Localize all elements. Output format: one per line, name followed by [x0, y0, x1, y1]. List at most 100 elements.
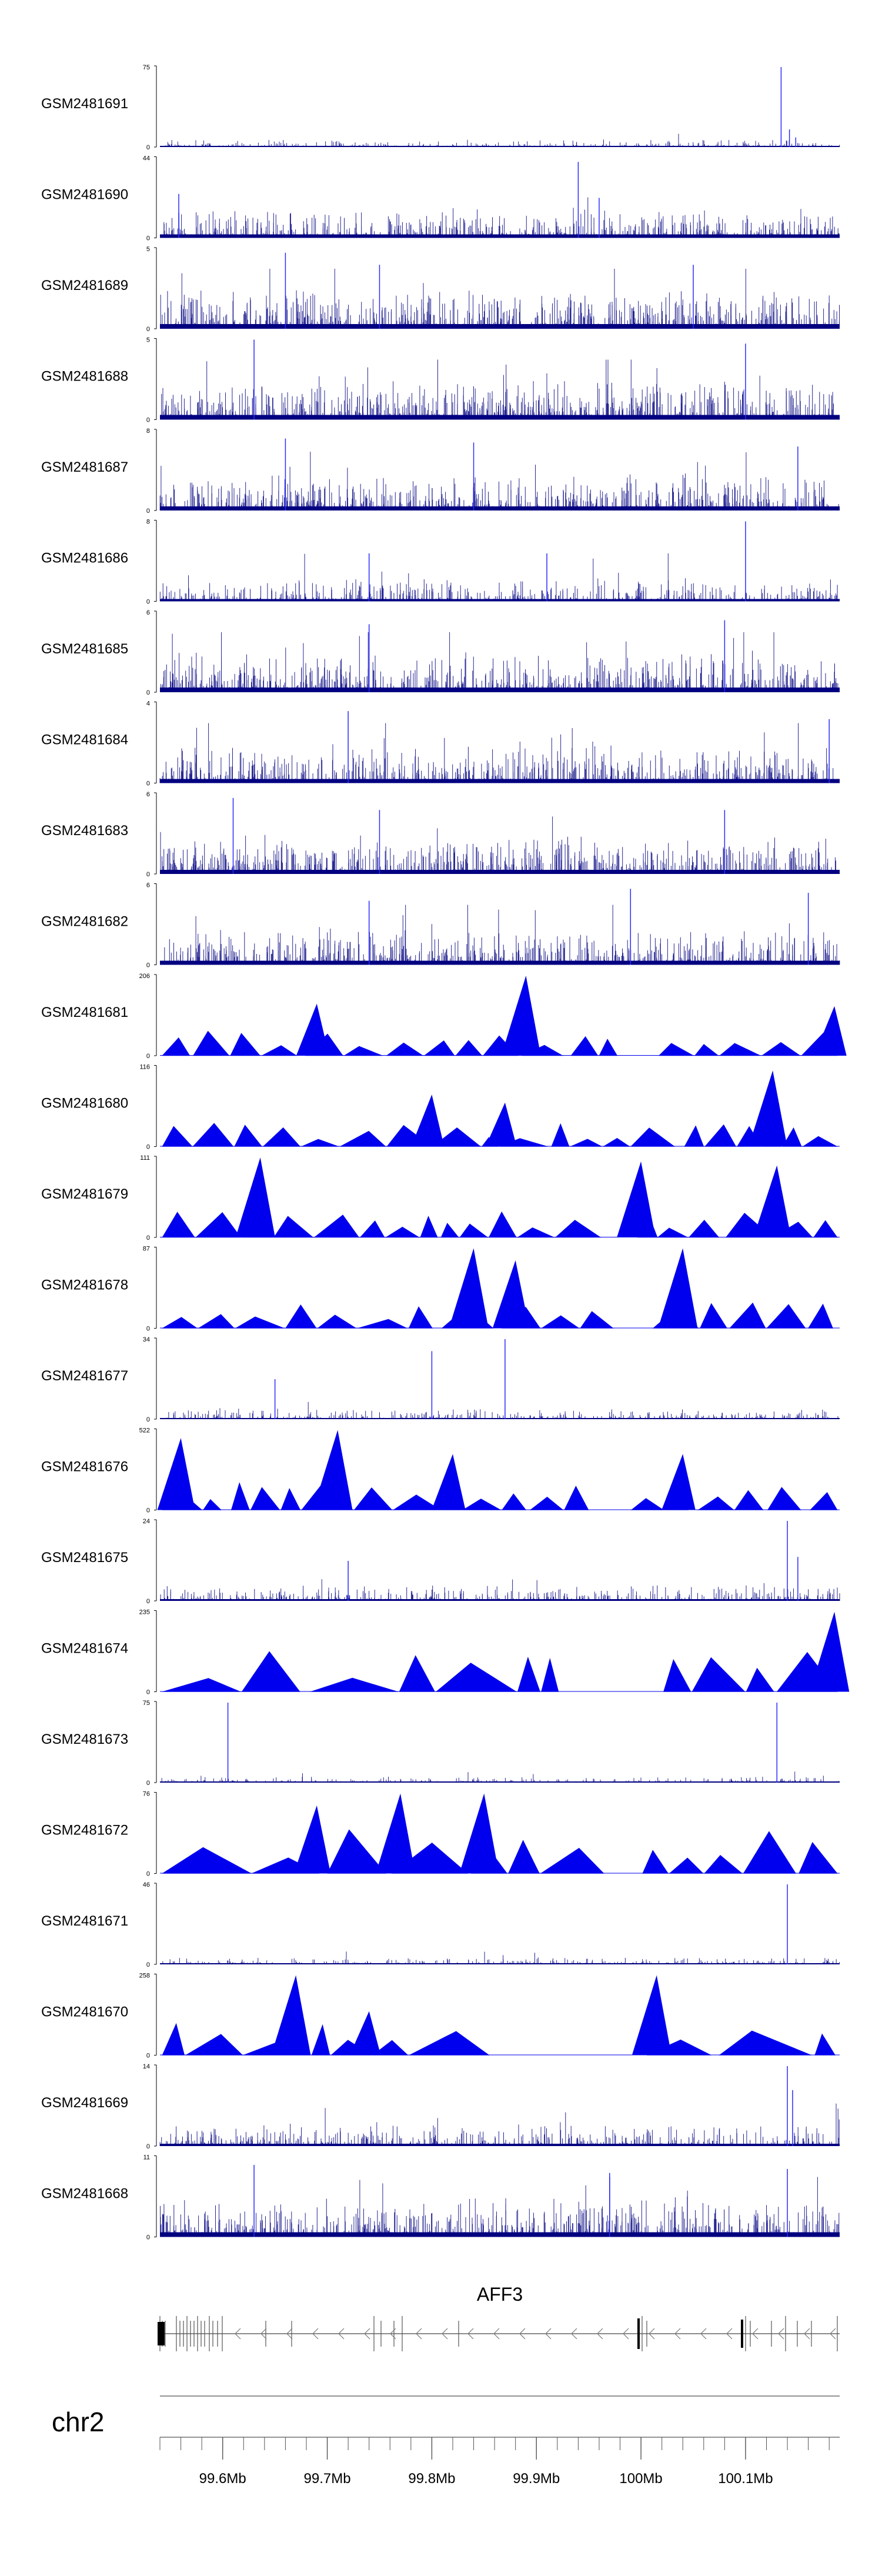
ymax-label: 44	[143, 155, 150, 162]
ymax-label: 6	[146, 791, 150, 798]
signal-peak	[293, 1805, 331, 1874]
signal-baseline	[160, 1599, 840, 1601]
ymax-label: 24	[143, 1518, 150, 1525]
track-gsm2481690: GSM2481690 44 0	[41, 155, 840, 242]
signal-bars	[159, 452, 839, 510]
signal-baseline	[160, 870, 840, 874]
ymin-label: 0	[146, 1780, 150, 1787]
signal-peak	[157, 1438, 195, 1510]
track-label: GSM2481671	[41, 1913, 128, 1929]
ymin-label: 0	[146, 1961, 150, 1968]
gene-exon-block	[158, 2322, 165, 2345]
track-gsm2481669: GSM2481669 14 0	[41, 2063, 840, 2150]
signal-peak	[449, 1248, 489, 1329]
ymax-label: 76	[143, 1791, 150, 1798]
signal-baseline	[160, 688, 840, 692]
track-label: GSM2481677	[41, 1368, 128, 1384]
track-label: GSM2481679	[41, 1186, 128, 1202]
track-gsm2481683: GSM2481683 6 0	[41, 791, 840, 878]
strand-arrow	[597, 2328, 603, 2340]
ymin-label: 0	[146, 962, 150, 969]
ymax-label: 206	[139, 973, 150, 980]
track-gsm2481672: GSM2481672 76 0	[41, 1791, 840, 1878]
strand-arrow	[364, 2328, 370, 2340]
track-label: GSM2481670	[41, 2004, 128, 2020]
signal-bars	[161, 197, 840, 238]
ymin-label: 0	[146, 144, 150, 151]
signal-peak	[632, 1975, 671, 2056]
signal-bars	[166, 1402, 839, 1419]
ymin-label: 0	[146, 235, 150, 242]
ymin-label: 0	[146, 1144, 150, 1151]
signal-bars	[160, 269, 840, 329]
track-label: GSM2481688	[41, 369, 128, 385]
signal-bars	[165, 134, 840, 147]
axis-tick-label: 99.7Mb	[304, 2471, 351, 2487]
signal-bars	[160, 1579, 840, 1601]
track-label: GSM2481681	[41, 1005, 128, 1020]
signal-baseline	[160, 2144, 840, 2146]
ymax-label: 14	[143, 2063, 150, 2070]
gene-exon-block	[637, 2318, 640, 2349]
signal-triangles	[162, 1482, 838, 1510]
track-gsm2481674: GSM2481674 235 0	[41, 1609, 850, 1696]
track-label: GSM2481687	[41, 459, 128, 475]
strand-arrow	[235, 2328, 241, 2340]
track-gsm2481668: GSM2481668 11 0	[41, 2154, 840, 2241]
ymax-label: 258	[139, 1973, 150, 1980]
ymax-label: 5	[146, 246, 150, 253]
signal-bars	[160, 816, 837, 874]
track-gsm2481679: GSM2481679 111 0	[41, 1154, 840, 1242]
ymax-label: 75	[143, 1700, 150, 1707]
ymax-label: 235	[139, 1609, 150, 1616]
signal-peak	[810, 1611, 850, 1692]
track-gsm2481681: GSM2481681 206 0	[41, 973, 847, 1060]
signal-peak	[662, 1454, 696, 1510]
ymax-label: 6	[146, 882, 150, 889]
signal-bars	[159, 553, 840, 602]
ymax-label: 111	[140, 1154, 150, 1162]
signal-peak	[485, 1102, 517, 1147]
strand-arrow	[571, 2328, 577, 2340]
strand-arrow	[416, 2328, 422, 2340]
strand-arrow	[649, 2328, 655, 2340]
strand-arrow	[752, 2328, 759, 2340]
strand-arrow	[726, 2328, 733, 2340]
signal-baseline	[160, 1781, 840, 1783]
axis-tick-label: 100Mb	[619, 2471, 662, 2487]
track-label: GSM2481689	[41, 278, 128, 293]
track-gsm2481676: GSM2481676 522 0	[41, 1427, 840, 1514]
track-gsm2481673: GSM2481673 75 0	[41, 1700, 840, 1787]
signal-bars	[161, 1771, 840, 1783]
ymax-label: 5	[146, 337, 150, 344]
signal-peak	[617, 1161, 656, 1237]
strand-arrow	[545, 2328, 552, 2340]
strand-arrow	[442, 2328, 448, 2340]
track-label: GSM2481680	[41, 1096, 128, 1112]
ymin-label: 0	[146, 2053, 150, 2060]
signal-bars	[159, 2103, 840, 2146]
ymin-label: 0	[146, 1507, 150, 1514]
track-gsm2481689: GSM2481689 5 0	[41, 246, 840, 333]
signal-triangles	[161, 1829, 838, 1874]
track-label: GSM2481682	[41, 914, 128, 930]
signal-peak	[411, 1095, 445, 1147]
signal-baseline	[160, 146, 840, 147]
tracks-layer: GSM2481691750GSM2481690440GSM248168950GS…	[41, 64, 850, 2241]
track-gsm2481678: GSM2481678 87 0	[41, 1246, 840, 1333]
ymin-label: 0	[146, 2143, 150, 2150]
ymin-label: 0	[146, 780, 150, 788]
signal-triangles	[162, 2023, 836, 2056]
signal-peak	[313, 1430, 353, 1510]
axis-tick-label: 99.8Mb	[408, 2471, 455, 2487]
ymax-label: 87	[143, 1246, 150, 1253]
signal-bars	[160, 2177, 840, 2237]
track-gsm2481670: GSM2481670 258 0	[41, 1973, 840, 2060]
ymax-label: 8	[146, 428, 150, 435]
signal-bars	[161, 359, 840, 420]
track-label: GSM2481676	[41, 1459, 128, 1475]
ymin-label: 0	[146, 1326, 150, 1333]
signal-baseline	[160, 599, 840, 602]
ymin-label: 0	[146, 1689, 150, 1696]
